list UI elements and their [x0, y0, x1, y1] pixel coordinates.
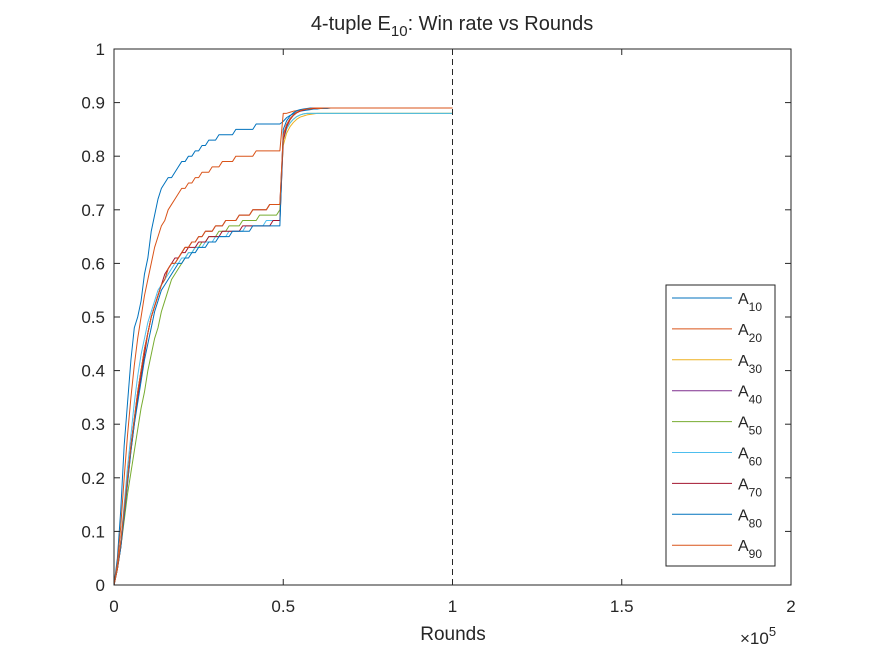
chart-title-subscript: 10 [391, 23, 408, 40]
legend-entry-a70: A70 [672, 476, 762, 499]
y-tick-label: 0.7 [81, 201, 105, 220]
ticks-layer: 0 0.5 1 1.5 2 0 0.1 0.2 0.3 0.4 0.5 0.6 0.7 0.8 0.9 1 [81, 40, 795, 616]
x-tick-label: 0 [109, 597, 118, 616]
legend-label: A20 [738, 322, 762, 345]
series-layer [113, 107, 453, 586]
legend-entry-a30: A30 [672, 353, 762, 376]
y-tick-label: 0.1 [81, 522, 105, 541]
legend-entry-a60: A60 [672, 446, 762, 469]
y-tick-label: 0.2 [81, 469, 105, 488]
legend-entry-a50: A50 [672, 415, 762, 438]
y-tick-label: 0 [96, 576, 105, 595]
chart-title: 4-tuple E10: Win rate vs Rounds [311, 13, 593, 40]
legend-label: A90 [738, 538, 762, 561]
legend: A10 A20 A30 A40 A50 A60 A70 A80 A90 [665, 284, 776, 567]
y-tick-label: 0.6 [81, 254, 105, 273]
y-tick-label: 0.4 [81, 362, 105, 381]
legend-items: A10 A20 A30 A40 A50 A60 A70 A80 A90 [672, 291, 762, 561]
y-tick-label: 0.3 [81, 415, 105, 434]
x-exponent-base: ×10 [740, 629, 769, 648]
x-tick-label: 2 [786, 597, 795, 616]
legend-label: A80 [738, 507, 762, 530]
legend-label: A40 [738, 384, 762, 407]
x-tick-label: 0.5 [271, 597, 295, 616]
legend-entry-a90: A90 [672, 538, 762, 561]
y-tick-label: 0.8 [81, 147, 105, 166]
y-tick-label: 0.5 [81, 308, 105, 327]
x-exponent-power: 5 [769, 624, 776, 639]
y-tick-label: 0.9 [81, 94, 105, 113]
legend-label: A60 [738, 446, 762, 469]
legend-entry-a10: A10 [672, 291, 762, 314]
x-tick-label: 1 [448, 597, 457, 616]
legend-label: A10 [738, 291, 762, 314]
x-axis-exponent: ×105 [740, 624, 776, 648]
legend-entry-a40: A40 [672, 384, 762, 407]
series-line-a90 [113, 107, 453, 586]
legend-label: A50 [738, 415, 762, 438]
chart-title-prefix: 4-tuple E [311, 13, 391, 35]
chart-title-suffix: : Win rate vs Rounds [408, 13, 594, 35]
legend-box [665, 284, 776, 567]
x-tick-label: 1.5 [610, 597, 634, 616]
legend-entry-a20: A20 [672, 322, 762, 345]
x-axis-label: Rounds [420, 624, 486, 645]
legend-label: A70 [738, 476, 762, 499]
y-tick-label: 1 [96, 40, 105, 59]
legend-entry-a80: A80 [672, 507, 762, 530]
legend-label: A30 [738, 353, 762, 376]
